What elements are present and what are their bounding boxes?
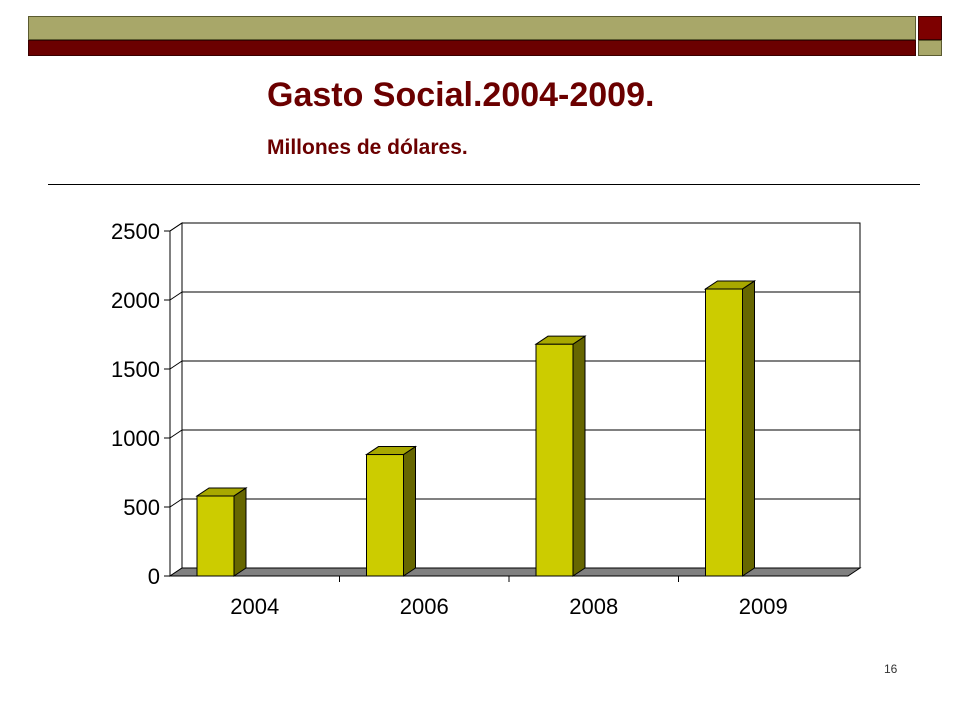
bar (196, 495, 235, 577)
y-tick-label: 1000 (111, 426, 160, 451)
bar-top (195, 487, 248, 497)
page-number: 16 (884, 662, 898, 676)
chart-back-wall (181, 222, 861, 569)
gridline-side (169, 360, 183, 370)
bar-top (364, 446, 418, 456)
x-tick-label: 2008 (569, 594, 618, 619)
header-square-maroon (918, 16, 942, 40)
y-tick-label: 1500 (111, 357, 160, 382)
header-band-maroon (28, 40, 916, 56)
bar-side (233, 487, 247, 577)
header-square-olive (918, 40, 942, 56)
gridline-side (169, 291, 183, 301)
y-tick-label: 500 (123, 495, 160, 520)
x-tick-label: 2004 (230, 594, 279, 619)
x-tick-label: 2009 (739, 594, 788, 619)
bar-top (703, 280, 757, 290)
title-divider (48, 184, 920, 185)
gridline-side (169, 222, 183, 232)
y-tick-label: 2500 (111, 219, 160, 244)
y-tick-label: 0 (148, 564, 160, 589)
bar (705, 288, 743, 577)
slide-subtitle: Millones de dólares. (267, 136, 468, 159)
bar (535, 343, 574, 577)
chart-floor (168, 567, 862, 577)
bar (366, 454, 404, 577)
header-band-olive (28, 16, 916, 40)
bar-side (742, 280, 755, 577)
slide-title: Gasto Social.2004-2009. (267, 76, 655, 114)
gridline-side (169, 429, 183, 439)
gridline-side (169, 498, 183, 508)
chart-side-wall (169, 222, 183, 577)
bar-top (534, 335, 587, 345)
bar-side (572, 335, 586, 577)
bar-side (403, 445, 416, 577)
x-tick-label: 2006 (400, 594, 449, 619)
y-tick-label: 2000 (111, 288, 160, 313)
